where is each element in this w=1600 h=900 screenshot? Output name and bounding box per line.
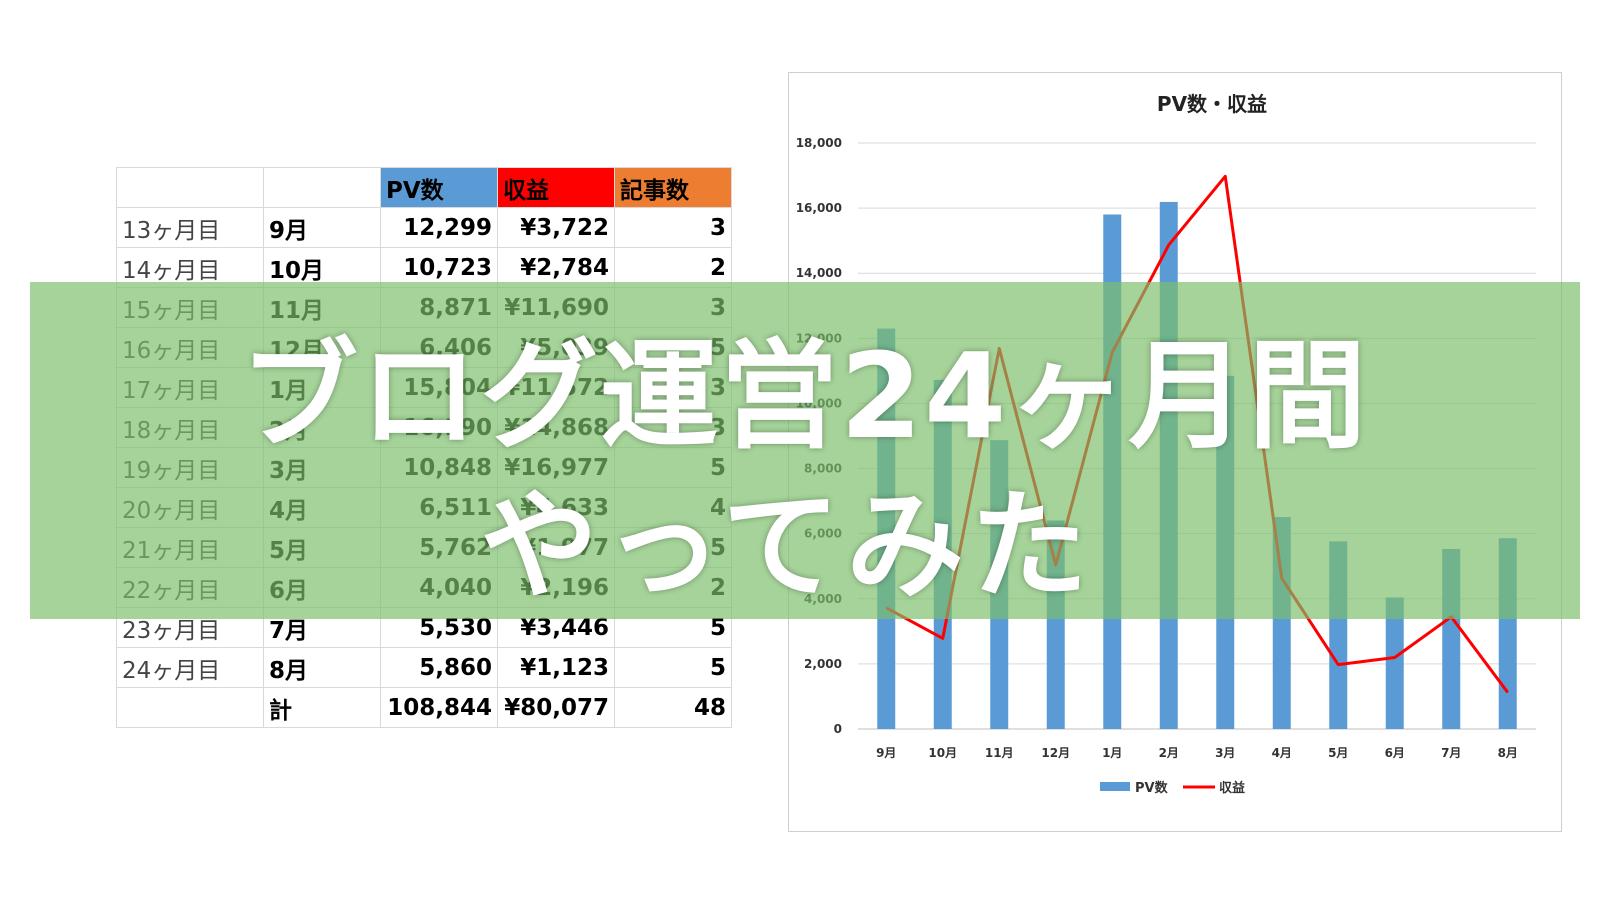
y-tick-label: 14,000 <box>796 266 842 280</box>
row-month: 8月 <box>263 647 381 688</box>
x-tick-label: 3月 <box>1215 746 1235 760</box>
row-articles: 48 <box>614 687 732 728</box>
banner-title-line2: やってみた <box>480 477 1095 615</box>
row-period <box>116 687 264 728</box>
header-pv: PV数 <box>380 167 498 208</box>
x-tick-label: 10月 <box>928 746 957 760</box>
x-tick-label: 7月 <box>1441 746 1461 760</box>
banner-title-line1: ブログ運営24ヶ月間 <box>240 327 1369 465</box>
legend-swatch-pv <box>1100 782 1130 791</box>
row-pv: 5,860 <box>380 647 498 688</box>
row-pv: 108,844 <box>380 687 498 728</box>
x-tick-label: 12月 <box>1041 746 1070 760</box>
table-row: 24ヶ月目 8月 5,860 ¥1,123 5 <box>116 647 732 688</box>
chart-title: PV数・収益 <box>1157 92 1267 116</box>
x-tick-label: 2月 <box>1159 746 1179 760</box>
table-row: 14ヶ月目 10月 10,723 ¥2,784 2 <box>116 247 732 288</box>
row-revenue: ¥3,722 <box>497 207 615 248</box>
row-articles: 3 <box>614 207 732 248</box>
row-period: 13ヶ月目 <box>116 207 264 248</box>
title-banner: ブログ運営24ヶ月間 やってみた <box>30 282 1580 619</box>
legend-label-revenue: 収益 <box>1219 780 1245 796</box>
header-month <box>263 167 381 208</box>
pv-bar <box>1385 597 1404 729</box>
table-row: 13ヶ月目 9月 12,299 ¥3,722 3 <box>116 207 732 248</box>
row-articles: 2 <box>614 247 732 288</box>
row-pv: 10,723 <box>380 247 498 288</box>
table-total-row: 計 108,844 ¥80,077 48 <box>116 687 732 728</box>
legend-label-pv: PV数 <box>1135 780 1169 796</box>
header-revenue: 収益 <box>497 167 615 208</box>
table-header-row: PV数 収益 記事数 <box>116 167 732 208</box>
x-tick-label: 8月 <box>1498 746 1518 760</box>
row-period: 14ヶ月目 <box>116 247 264 288</box>
row-articles: 5 <box>614 647 732 688</box>
y-tick-label: 0 <box>834 722 842 736</box>
header-period <box>116 167 264 208</box>
row-revenue: ¥2,784 <box>497 247 615 288</box>
row-revenue: ¥1,123 <box>497 647 615 688</box>
x-tick-label: 1月 <box>1102 746 1122 760</box>
x-tick-label: 4月 <box>1272 746 1292 760</box>
row-month: 9月 <box>263 207 381 248</box>
row-month: 10月 <box>263 247 381 288</box>
x-tick-label: 11月 <box>985 746 1014 760</box>
header-articles: 記事数 <box>614 167 732 208</box>
row-revenue: ¥80,077 <box>497 687 615 728</box>
row-month: 計 <box>263 687 381 728</box>
y-tick-label: 2,000 <box>804 657 842 671</box>
x-tick-label: 5月 <box>1328 746 1348 760</box>
x-tick-label: 9月 <box>876 746 896 760</box>
x-tick-label: 6月 <box>1385 746 1405 760</box>
y-tick-label: 16,000 <box>796 201 842 215</box>
row-period: 24ヶ月目 <box>116 647 264 688</box>
y-tick-label: 18,000 <box>796 136 842 150</box>
row-pv: 12,299 <box>380 207 498 248</box>
